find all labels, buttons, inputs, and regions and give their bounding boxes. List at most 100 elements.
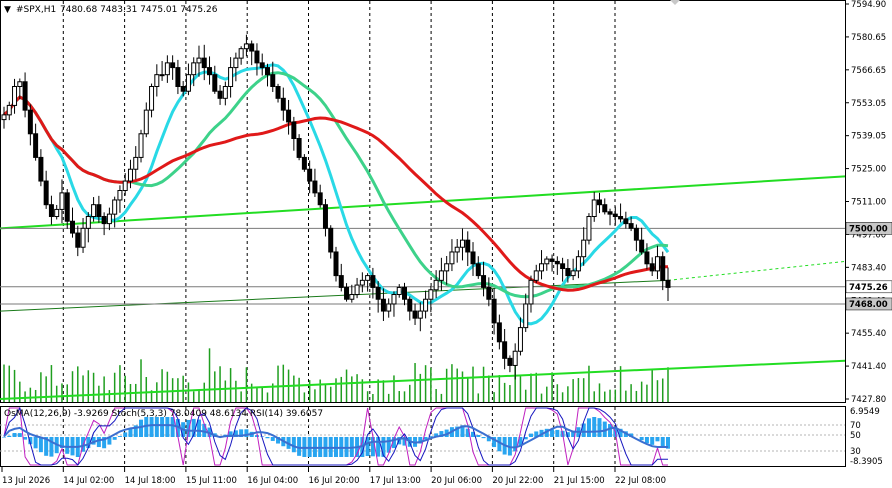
- price-tag-label: 7500.00: [849, 224, 888, 234]
- candle-body: [249, 43, 255, 52]
- osma-bar: [376, 437, 381, 457]
- candle-body: [191, 62, 197, 76]
- osma-bar: [439, 431, 444, 437]
- osma-bar: [139, 419, 144, 437]
- time-tick-label: 21 Jul 15:00: [554, 476, 605, 486]
- candle-body: [539, 263, 545, 272]
- osma-bar: [170, 417, 175, 437]
- candle-body: [602, 204, 608, 213]
- candle-body: [22, 81, 28, 111]
- candle-body: [127, 168, 133, 182]
- osma-bar: [365, 437, 370, 457]
- osma-bar: [581, 423, 586, 437]
- osma-bar: [434, 433, 439, 437]
- osma-bar: [112, 437, 117, 440]
- candle-body: [528, 279, 534, 305]
- candle-body: [96, 204, 102, 218]
- candle-body: [333, 251, 339, 277]
- candle-body: [12, 85, 18, 106]
- time-tick-label: 14 Jul 02:00: [63, 476, 114, 486]
- osma-bar: [149, 417, 154, 437]
- osma-bar: [102, 437, 107, 449]
- osma-bar: [666, 437, 670, 449]
- scroll-marker-icon[interactable]: [670, 0, 680, 5]
- candle-body: [649, 263, 655, 272]
- osma-bar: [418, 437, 423, 444]
- osma-bar: [133, 425, 138, 437]
- candle-body: [375, 286, 381, 300]
- time-tick-label: 22 Jul 08:00: [615, 476, 666, 486]
- osma-bar: [276, 437, 281, 444]
- osma-bar: [297, 437, 302, 456]
- candle-body: [412, 310, 418, 319]
- candle-body: [549, 258, 555, 262]
- osma-bar: [265, 437, 270, 439]
- candle-body: [80, 227, 86, 248]
- candle-body: [307, 168, 313, 182]
- osma-bar: [471, 431, 476, 437]
- time-tick-label: 13 Jul 2026: [2, 476, 50, 486]
- candle-body: [628, 223, 634, 229]
- trendlines[interactable]: [0, 175, 846, 400]
- osma-bar: [175, 419, 180, 437]
- osma-bar: [402, 437, 407, 446]
- candle-body: [175, 67, 181, 87]
- candle-body: [133, 156, 139, 170]
- candle-body: [143, 109, 149, 135]
- candle-body: [417, 310, 423, 319]
- candle-body: [486, 286, 492, 300]
- candle-body: [280, 97, 286, 111]
- dropdown-arrow-icon[interactable]: ▼: [4, 5, 11, 15]
- candle-body: [496, 322, 502, 343]
- price-tick-label: 7497.00: [851, 230, 886, 240]
- candle-body: [565, 268, 571, 277]
- indicator-frame: [0, 406, 846, 467]
- price-tick-label: 7511.00: [851, 198, 886, 208]
- mid-trendline: [0, 279, 669, 312]
- osma-bar: [270, 437, 275, 441]
- osma-bar: [428, 436, 433, 437]
- candle-body: [644, 251, 650, 265]
- price-tick-label: 7525.00: [851, 165, 886, 175]
- indicator-series: [0, 406, 845, 466]
- candle-body: [59, 192, 65, 210]
- candle-body: [159, 74, 165, 77]
- candle-body: [328, 227, 334, 253]
- osma-bar: [534, 431, 539, 437]
- candle-body: [596, 199, 602, 206]
- candle-body: [27, 109, 33, 135]
- candle-body: [275, 85, 281, 99]
- price-tick-label: 7427.80: [851, 395, 886, 405]
- candle-body: [654, 256, 660, 272]
- osma-bar: [239, 429, 244, 437]
- osma-bar: [555, 429, 560, 437]
- time-tick-label: 20 Jul 22:00: [492, 476, 543, 486]
- time-tick-label: 17 Jul 13:00: [370, 476, 421, 486]
- candle-body: [618, 216, 624, 220]
- indicator-tick-label: 70: [850, 421, 861, 431]
- osma-bar: [644, 437, 649, 444]
- candle-body: [122, 180, 128, 192]
- price-tag-label: 7468.00: [849, 300, 888, 310]
- price-tick-label: 7455.40: [851, 329, 886, 339]
- candle-body: [491, 298, 497, 324]
- candle-body: [291, 121, 297, 140]
- ohlc-values: 7480.68 7483.31 7475.01 7475.26: [60, 5, 218, 15]
- price-tag-box: [845, 280, 892, 294]
- osma-bar: [65, 437, 70, 454]
- osma-bar: [17, 433, 22, 437]
- osma-bar: [602, 421, 607, 437]
- candle-body: [164, 62, 170, 76]
- osma-bar: [550, 429, 555, 437]
- candle-body: [106, 213, 112, 225]
- candle-body: [507, 357, 513, 366]
- candle-body: [196, 57, 202, 64]
- candle-body: [607, 211, 613, 215]
- candle-body: [365, 275, 371, 281]
- candle-body: [180, 85, 186, 92]
- candle-body: [112, 199, 118, 215]
- osma-bar: [233, 430, 238, 437]
- candle-body: [444, 263, 450, 272]
